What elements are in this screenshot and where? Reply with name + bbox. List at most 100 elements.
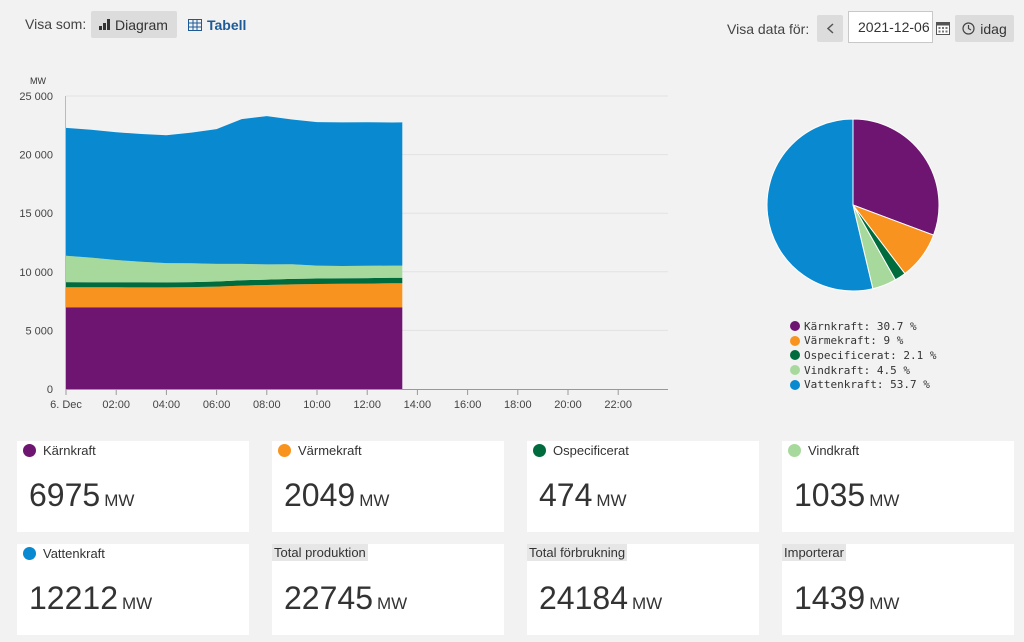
metric-unit: MW bbox=[121, 594, 153, 613]
pie-legend-label: Kärnkraft: 30.7 % bbox=[804, 319, 917, 333]
metric-value: 12212 bbox=[29, 580, 118, 616]
metric-unit: MW bbox=[104, 491, 135, 510]
chevron-left-icon bbox=[826, 23, 834, 34]
table-icon bbox=[188, 18, 202, 31]
area-series-vindkraft[interactable] bbox=[66, 255, 403, 283]
x-tick-label: 20:00 bbox=[554, 399, 582, 411]
metric-color-dot bbox=[788, 444, 801, 457]
metric-value: 22745 bbox=[284, 580, 373, 616]
production-area-chart: MW 0 5 000 10 000 15 000 20 000 25 000 6. Dec 0… bbox=[19, 76, 668, 411]
area-series-kärnkraft[interactable] bbox=[66, 307, 403, 389]
metric-value: 1439 bbox=[794, 580, 866, 616]
metric-card-header: Värmekraft bbox=[278, 443, 362, 458]
pie-legend-item[interactable]: Vattenkraft: 53.7 % bbox=[790, 377, 936, 392]
previous-day-button[interactable] bbox=[817, 15, 843, 42]
metric-label: Kärnkraft bbox=[43, 443, 96, 458]
metric-label: Total förbrukning bbox=[529, 545, 626, 560]
metric-value-row: 474 MW bbox=[539, 477, 627, 514]
view-as-label: Visa som: bbox=[25, 16, 87, 32]
x-tick-label: 06:00 bbox=[203, 399, 231, 411]
table-label: Tabell bbox=[207, 16, 247, 33]
pie-legend-item[interactable]: Värmekraft: 9 % bbox=[790, 334, 936, 349]
pie-legend-item[interactable]: Kärnkraft: 30.7 % bbox=[790, 319, 936, 334]
metric-label: Värmekraft bbox=[298, 443, 362, 458]
y-tick-label: 0 bbox=[47, 384, 53, 396]
metric-value: 2049 bbox=[284, 477, 356, 513]
metric-value-row: 22745 MW bbox=[284, 580, 407, 617]
metric-unit: MW bbox=[596, 491, 627, 510]
x-tick-label: 10:00 bbox=[303, 399, 331, 411]
y-tick-label: 20 000 bbox=[19, 150, 53, 162]
pie-slice-kärnkraft[interactable] bbox=[852, 118, 940, 236]
y-axis-unit: MW bbox=[30, 76, 46, 86]
x-tick-label: 22:00 bbox=[604, 399, 632, 411]
x-tick-label: 02:00 bbox=[102, 399, 130, 411]
pie-legend-item[interactable]: Vindkraft: 4.5 % bbox=[790, 363, 936, 378]
pie-legend-item[interactable]: Ospecificerat: 2.1 % bbox=[790, 348, 936, 363]
metric-value: 1035 bbox=[794, 477, 866, 513]
y-tick-label: 15 000 bbox=[19, 208, 53, 220]
pie-legend-label: Värmekraft: 9 % bbox=[804, 334, 904, 348]
metric-color-dot bbox=[23, 444, 36, 457]
metric-card: Importerar 1439 MW bbox=[782, 544, 1014, 635]
x-tick-label: 14:00 bbox=[404, 399, 432, 411]
y-tick-label: 10 000 bbox=[19, 267, 53, 279]
today-label: idag bbox=[980, 20, 1007, 37]
y-tick-label: 25 000 bbox=[19, 91, 53, 103]
x-tick-label: 6. Dec bbox=[50, 399, 82, 411]
legend-color-dot bbox=[790, 365, 800, 376]
metric-label: Vindkraft bbox=[808, 443, 860, 458]
production-pie-chart bbox=[766, 118, 940, 292]
metric-unit: MW bbox=[376, 594, 408, 613]
metric-card: Vattenkraft 12212 MW bbox=[17, 544, 249, 635]
diagram-label: Diagram bbox=[115, 16, 168, 33]
x-tick-label: 18:00 bbox=[504, 399, 532, 411]
today-button[interactable]: idag bbox=[955, 15, 1014, 42]
pie-slice-vattenkraft[interactable] bbox=[766, 118, 874, 292]
metric-unit: MW bbox=[869, 491, 900, 510]
metric-card: Ospecificerat 474 MW bbox=[527, 441, 759, 532]
metric-card: Total produktion 22745 MW bbox=[272, 544, 504, 635]
bar-chart-icon bbox=[99, 19, 110, 30]
calendar-icon[interactable] bbox=[935, 20, 951, 36]
table-button[interactable]: Tabell bbox=[188, 11, 246, 38]
x-tick-label: 08:00 bbox=[253, 399, 281, 411]
show-data-for-label: Visa data för: bbox=[727, 21, 810, 37]
metric-value-row: 6975 MW bbox=[29, 477, 134, 514]
metric-card: Värmekraft 2049 MW bbox=[272, 441, 504, 532]
metric-card-header: Vattenkraft bbox=[23, 546, 105, 561]
metric-card: Total förbrukning 24184 MW bbox=[527, 544, 759, 635]
metric-card: Kärnkraft 6975 MW bbox=[17, 441, 249, 532]
metric-card-header: Total produktion bbox=[272, 544, 368, 561]
metric-label: Vattenkraft bbox=[43, 546, 105, 561]
metric-value-row: 24184 MW bbox=[539, 580, 662, 617]
metric-unit: MW bbox=[359, 491, 390, 510]
area-series-värmekraft[interactable] bbox=[66, 283, 403, 308]
pie-legend: Kärnkraft: 30.7 % Värmekraft: 9 % Ospecifi… bbox=[790, 319, 936, 392]
date-input[interactable] bbox=[848, 11, 933, 43]
legend-color-dot bbox=[790, 350, 800, 361]
metric-value-row: 1035 MW bbox=[794, 477, 899, 514]
metric-color-dot bbox=[533, 444, 546, 457]
area-series-ospecificerat[interactable] bbox=[66, 277, 403, 288]
diagram-button[interactable]: Diagram bbox=[91, 11, 177, 38]
metric-unit: MW bbox=[631, 594, 663, 613]
metric-value: 6975 bbox=[29, 477, 101, 513]
metric-value-row: 1439 MW bbox=[794, 580, 899, 617]
pie-legend-label: Ospecificerat: 2.1 % bbox=[804, 348, 937, 362]
metric-card-header: Kärnkraft bbox=[23, 443, 96, 458]
pie-legend-label: Vindkraft: 4.5 % bbox=[804, 363, 910, 377]
x-tick-label: 04:00 bbox=[153, 399, 181, 411]
clock-icon bbox=[962, 22, 975, 35]
metric-label: Total produktion bbox=[274, 545, 366, 560]
pie-legend-label: Vattenkraft: 53.7 % bbox=[804, 378, 930, 392]
area-series-vattenkraft[interactable] bbox=[66, 116, 403, 266]
metric-card: Vindkraft 1035 MW bbox=[782, 441, 1014, 532]
metric-label: Ospecificerat bbox=[553, 443, 629, 458]
metric-color-dot bbox=[23, 547, 36, 560]
legend-color-dot bbox=[790, 379, 800, 390]
x-tick-label: 16:00 bbox=[454, 399, 482, 411]
metric-color-dot bbox=[278, 444, 291, 457]
metric-card-header: Ospecificerat bbox=[533, 443, 629, 458]
y-tick-label: 5 000 bbox=[25, 325, 53, 337]
